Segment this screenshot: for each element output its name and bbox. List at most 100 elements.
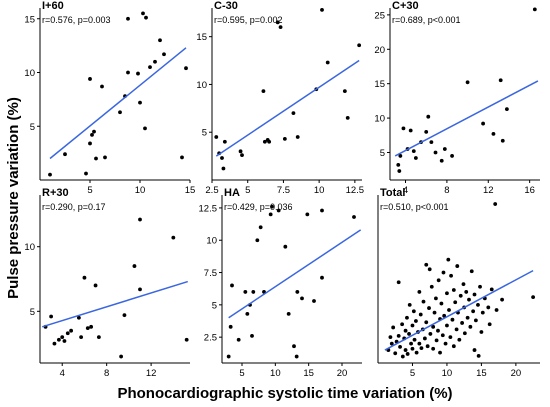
data-point (171, 235, 176, 240)
data-point (500, 138, 505, 143)
x-tick-label: 10 (314, 185, 325, 196)
x-tick-label: 12.5 (346, 185, 365, 196)
y-tick-label: 20 (374, 45, 385, 56)
data-point (236, 337, 241, 342)
data-point (481, 121, 486, 126)
data-point (118, 110, 122, 115)
x-tick-label: 12 (483, 185, 494, 196)
data-point (417, 290, 422, 294)
data-point (148, 65, 152, 70)
data-point (251, 290, 256, 294)
y-tick-label: 15 (196, 32, 207, 43)
data-point (405, 315, 409, 320)
data-point (411, 309, 416, 314)
data-point (462, 331, 467, 336)
data-point (278, 25, 283, 30)
y-tick-label: 10 (374, 114, 385, 125)
panel-r-30: 4 8 12 5 10 R+30 r=0.290, p=0.17 (24, 187, 190, 379)
data-point (141, 11, 145, 16)
data-point (429, 140, 434, 145)
panel-title: HA (224, 187, 240, 199)
data-point (454, 327, 459, 332)
data-point (286, 311, 291, 316)
data-point (431, 324, 436, 329)
data-point (90, 132, 94, 137)
data-point (413, 156, 418, 160)
data-point (93, 283, 98, 288)
data-point (282, 137, 287, 141)
data-point (122, 313, 127, 318)
data-point (222, 139, 227, 144)
data-point (100, 84, 104, 89)
data-point (220, 156, 224, 160)
data-point (480, 310, 485, 315)
x-axis-label: Phonocardiographic systolic time variati… (117, 385, 452, 402)
y-tick-label: 5 (212, 300, 217, 311)
x-tick-label: 5 (87, 185, 92, 196)
y-tick-label: 7.5 (204, 268, 217, 279)
regression-line (228, 229, 362, 319)
data-point (500, 297, 504, 302)
y-tick-label: 12.5 (199, 203, 218, 214)
data-point (478, 284, 482, 289)
y-axis-label: Pulse pressure variation (%) (5, 97, 22, 299)
panel-stat: r=0.290, p=0.17 (42, 202, 106, 212)
data-point (476, 302, 480, 307)
data-point (493, 202, 498, 206)
data-point (261, 89, 266, 94)
data-point (467, 297, 471, 302)
data-point (79, 335, 84, 340)
data-point (438, 350, 442, 355)
data-point (136, 71, 140, 76)
data-point (119, 354, 124, 359)
data-point (465, 315, 470, 320)
data-point (270, 204, 274, 209)
data-point (531, 295, 536, 299)
data-point (451, 288, 456, 292)
data-point (460, 321, 465, 325)
y-tick-label: 5 (30, 122, 35, 133)
data-point (226, 354, 231, 359)
data-point (143, 126, 147, 131)
panel-title: I+60 (42, 0, 64, 12)
x-tick-label: 10 (442, 368, 453, 379)
panel-total: 5 10 15 20 Total r=0.510, p<0.001 (377, 187, 540, 379)
data-point (455, 264, 460, 268)
data-point (180, 155, 184, 160)
panel-title: R+30 (42, 187, 69, 199)
panel-stat: r=0.689, p<0.001 (392, 15, 461, 25)
data-point (82, 275, 87, 280)
data-point (436, 328, 440, 333)
data-point (96, 335, 101, 340)
data-point (427, 267, 432, 272)
x-tick-label: 15 (476, 368, 487, 379)
data-point (441, 270, 446, 275)
data-point (69, 328, 74, 333)
panel-stat: r=0.576, p=0.003 (42, 15, 111, 25)
data-point (450, 317, 455, 322)
x-tick-label: 5 (239, 368, 244, 379)
data-point (292, 344, 296, 349)
data-point (414, 319, 418, 323)
data-point (144, 15, 148, 20)
data-point (447, 308, 451, 312)
data-point (476, 353, 481, 358)
data-point (393, 351, 398, 356)
panel-c-30: 4 8 12 16 5 10 15 20 25 C+30 r=0.689, p<0.001 (374, 0, 540, 196)
data-point (214, 135, 219, 139)
x-tick-label: 4 (60, 368, 65, 379)
data-point (138, 217, 142, 222)
x-tick-label: 7.5 (277, 185, 290, 196)
data-point (403, 348, 408, 352)
data-point (103, 155, 107, 160)
data-point (457, 337, 462, 342)
data-point (473, 318, 478, 323)
data-point (422, 336, 427, 341)
y-tick-label: 10 (196, 80, 207, 91)
scatter-panels: 5 10 15 5 10 15 I+60 r=0.576, p=0.003 2.5 5 7.5 10 1… (24, 0, 540, 379)
panel-title: Total (380, 187, 405, 199)
data-point (453, 300, 458, 305)
data-point (417, 341, 422, 346)
data-point (345, 115, 350, 120)
